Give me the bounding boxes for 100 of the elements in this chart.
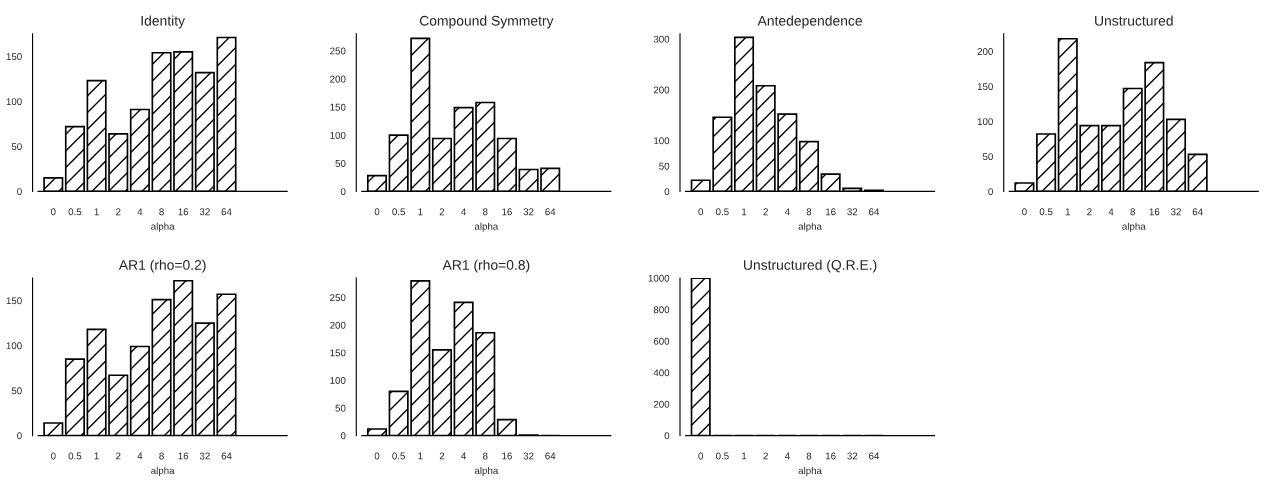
y-tick-label: 100 (330, 131, 346, 139)
x-tick-label: 0 (374, 208, 380, 216)
y-tick-label: 50 (11, 143, 22, 151)
chart-title: AR1 (rho=0.2) (118, 259, 206, 273)
x-tick-label: 64 (869, 452, 880, 460)
y-tick-label: 200 (330, 321, 346, 329)
y-tick-label: 0 (988, 188, 993, 196)
y-tick-label: 50 (11, 387, 22, 395)
chart-title: Antedependence (757, 15, 862, 29)
x-axis-title: alpha (1122, 222, 1146, 232)
x-tick-label: 8 (806, 452, 812, 460)
y-tick-label: 0 (17, 432, 22, 440)
chart-title: Unstructured (1095, 15, 1173, 26)
chart-title: Unstructured (Q.R.E.) (744, 259, 877, 273)
x-tick-label: 0.5 (392, 208, 406, 216)
x-tick-label: 16 (502, 452, 512, 460)
y-tick-label: 200 (330, 75, 346, 83)
x-axis-title: alpha (151, 222, 175, 232)
y-tick-label: 100 (654, 137, 670, 145)
x-tick-label: 1 (418, 452, 423, 460)
x-tick-label: 64 (545, 452, 556, 460)
x-tick-label: 2 (763, 208, 768, 216)
x-tick-label: 8 (806, 208, 812, 216)
x-tick-label: 4 (1108, 208, 1114, 216)
y-tick-label: 100 (6, 342, 22, 350)
x-tick-label: 4 (137, 452, 143, 460)
x-tick-label: 4 (784, 452, 790, 460)
x-tick-label: 32 (523, 208, 534, 216)
x-axis-title: alpha (474, 466, 499, 476)
chart-title: AR1 (rho=0.8) (442, 259, 530, 273)
x-tick-label: 0 (698, 452, 704, 460)
y-tick-label: 250 (330, 294, 346, 302)
y-tick-label: 200 (653, 400, 670, 408)
y-tick-label: 250 (330, 47, 346, 55)
x-tick-label: 2 (763, 452, 768, 460)
x-tick-label: 0 (374, 452, 380, 460)
x-tick-label: 2 (439, 452, 445, 460)
y-tick-label: 200 (977, 48, 993, 55)
x-tick-label: 64 (545, 208, 556, 216)
x-tick-label: 8 (482, 452, 488, 460)
x-tick-label: 1 (94, 208, 99, 216)
x-tick-label: 32 (847, 452, 858, 460)
x-tick-label: 32 (847, 208, 858, 216)
x-tick-label: 8 (1130, 208, 1135, 216)
x-tick-label: 0.5 (716, 452, 729, 460)
x-tick-label: 32 (199, 452, 210, 460)
x-tick-label: 0.5 (68, 452, 82, 460)
x-tick-label: 16 (1149, 208, 1160, 216)
y-tick-label: 50 (982, 153, 993, 161)
y-tick-label: 0 (664, 432, 670, 440)
chart-title: Identity (141, 15, 185, 29)
y-tick-label: 300 (653, 35, 670, 43)
x-tick-label: 0 (50, 208, 56, 216)
x-tick-label: 2 (439, 208, 445, 216)
x-tick-label: 0.5 (716, 208, 729, 216)
x-tick-label: 16 (502, 208, 512, 216)
y-tick-label: 600 (653, 337, 670, 345)
y-tick-label: 0 (340, 432, 346, 440)
y-tick-label: 0 (340, 188, 346, 196)
x-tick-label: 16 (825, 208, 836, 216)
x-tick-label: 2 (1087, 208, 1092, 216)
x-tick-label: 2 (116, 452, 121, 460)
y-tick-label: 150 (6, 53, 22, 60)
x-tick-label: 0 (698, 208, 704, 216)
x-axis-title: alpha (798, 466, 822, 476)
y-tick-label: 800 (653, 306, 670, 314)
x-tick-label: 64 (869, 208, 880, 216)
y-tick-label: 50 (335, 404, 346, 412)
y-tick-label: 150 (977, 83, 993, 91)
x-tick-label: 32 (523, 452, 534, 460)
x-tick-label: 0 (50, 452, 56, 460)
x-tick-label: 4 (137, 208, 143, 216)
x-tick-label: 1 (1065, 208, 1070, 216)
x-tick-label: 0 (1022, 208, 1027, 216)
y-tick-label: 150 (6, 297, 22, 305)
x-tick-label: 32 (1170, 208, 1181, 216)
y-tick-label: 1000 (648, 274, 670, 282)
x-tick-label: 4 (461, 208, 467, 216)
y-tick-label: 150 (330, 103, 346, 111)
y-tick-label: 50 (659, 162, 670, 170)
x-tick-label: 4 (784, 208, 790, 216)
x-axis-title: alpha (798, 222, 822, 232)
x-tick-label: 1 (742, 452, 747, 460)
x-tick-label: 16 (178, 452, 189, 460)
x-tick-label: 0.5 (68, 208, 82, 216)
y-tick-label: 100 (977, 118, 993, 126)
y-tick-label: 400 (653, 369, 670, 377)
y-tick-label: 0 (17, 188, 22, 196)
x-tick-label: 16 (825, 452, 836, 460)
x-tick-label: 64 (221, 452, 232, 460)
x-tick-label: 64 (221, 208, 232, 216)
y-tick-label: 150 (330, 349, 346, 357)
x-tick-label: 4 (461, 452, 467, 460)
y-tick-label: 200 (653, 86, 670, 94)
x-tick-label: 1 (742, 208, 747, 216)
x-tick-label: 0.5 (1039, 208, 1053, 216)
x-tick-label: 0.5 (392, 452, 406, 460)
x-tick-label: 8 (159, 208, 164, 216)
x-tick-label: 8 (159, 452, 164, 460)
chart-title: Compound Symmetry (419, 15, 554, 29)
